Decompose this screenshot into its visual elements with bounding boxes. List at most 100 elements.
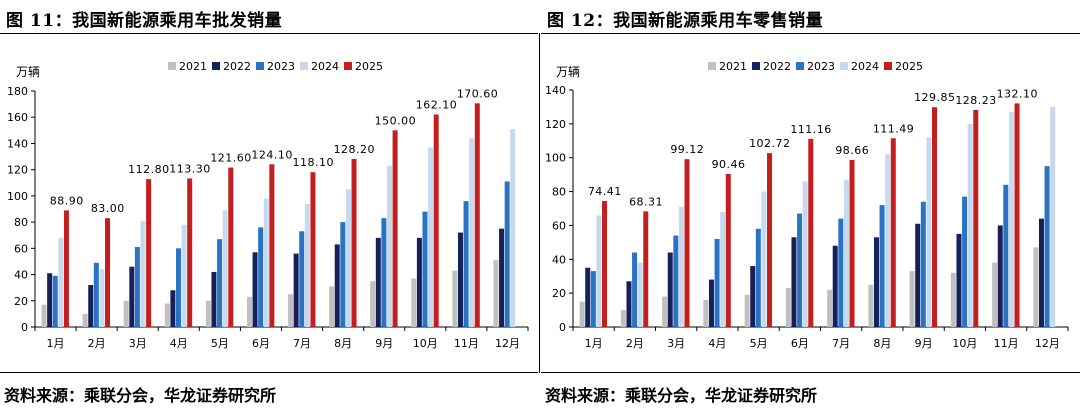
- bar-2022: [334, 244, 340, 327]
- bar-2023: [590, 271, 596, 327]
- y-tick-label: 60: [14, 242, 28, 255]
- chart-wholesale: 万辆 2021 2022 2023 2024 2025 0 20 40 60 80 100 120 140…: [7, 60, 529, 350]
- bar-2021: [620, 310, 626, 327]
- bar-2024: [720, 211, 726, 327]
- y-tick-label: 120: [7, 164, 28, 177]
- legend-swatch-2024: [300, 62, 308, 70]
- bar-2022: [211, 271, 217, 327]
- bar-2023: [962, 196, 968, 327]
- bar-2025: [767, 153, 773, 327]
- bar-2024: [58, 237, 64, 327]
- bar-2025: [808, 138, 814, 327]
- legend-swatch-2024: [840, 62, 848, 70]
- y-tick-label: 140: [545, 84, 566, 97]
- bar-2021: [992, 262, 998, 327]
- bottom-rule: [541, 372, 1080, 373]
- bar-2025: [932, 107, 938, 328]
- x-tick-label: 8月: [873, 337, 891, 350]
- bar-2023: [504, 181, 510, 327]
- legend-label-2025: 2025: [355, 60, 383, 73]
- y-tick-label: 100: [7, 190, 28, 203]
- legend-swatch-2023: [796, 62, 804, 70]
- bar-2023: [52, 275, 58, 327]
- bar-2025: [684, 159, 690, 327]
- x-tick-label: 10月: [413, 337, 438, 350]
- bar-2023: [134, 247, 140, 327]
- legend-label-2021: 2021: [719, 60, 747, 73]
- bar-2024: [926, 137, 932, 327]
- legend-label-2024: 2024: [311, 60, 339, 73]
- bar-2021: [452, 270, 458, 327]
- data-label-2025: 124.10: [251, 148, 293, 161]
- bar-2021: [370, 281, 376, 327]
- y-tick-label: 80: [14, 216, 28, 229]
- legend-swatch-2021: [708, 62, 716, 70]
- bar-2024: [1008, 112, 1014, 327]
- bar-2023: [714, 238, 720, 327]
- bar-2022: [457, 232, 463, 327]
- x-tick-label: 1月: [47, 337, 65, 350]
- bar-2024: [637, 262, 643, 327]
- bar-2021: [123, 300, 129, 327]
- bar-2022: [47, 273, 53, 327]
- bar-2024: [304, 203, 310, 327]
- bar-2024: [761, 191, 767, 327]
- y-tick-label: 180: [7, 85, 28, 98]
- bar-2024: [596, 215, 602, 327]
- bar-2022: [915, 223, 921, 327]
- chart-panel-wholesale: 图 11：我国新能源乘用车批发销量 万辆 2021 2022 2023 2024 2025…: [0, 0, 538, 413]
- bar-2022: [750, 266, 756, 327]
- x-tick-label: 5月: [211, 337, 229, 350]
- bar-2021: [744, 294, 750, 327]
- bar-2021: [411, 278, 417, 327]
- bar-2021: [827, 289, 833, 327]
- x-tick-label: 11月: [994, 337, 1019, 350]
- bar-2022: [626, 281, 632, 327]
- y-tick-label: 0: [559, 321, 566, 334]
- bar-2021: [909, 271, 915, 327]
- bar-2023: [422, 211, 428, 327]
- bar-2025: [725, 173, 731, 327]
- data-label-2025: 128.23: [955, 94, 997, 107]
- bar-2025: [433, 114, 439, 327]
- bar-2022: [88, 285, 94, 327]
- bar-2024: [678, 206, 684, 327]
- bar-2024: [510, 129, 516, 327]
- x-tick-label: 9月: [915, 337, 933, 350]
- y-tick-label: 80: [552, 186, 566, 199]
- bar-2021: [41, 304, 47, 327]
- bar-2022: [252, 252, 258, 327]
- legend-label-2023: 2023: [807, 60, 835, 73]
- bar-2025: [146, 179, 152, 327]
- legend-label-2021: 2021: [179, 60, 207, 73]
- bar-2025: [269, 164, 275, 327]
- legend-label-2024: 2024: [851, 60, 879, 73]
- x-tick-label: 4月: [170, 337, 188, 350]
- bar-2025: [602, 201, 608, 327]
- bar-2023: [175, 248, 181, 327]
- y-axis-unit-label: 万辆: [556, 65, 580, 79]
- y-axis-unit-label: 万辆: [16, 65, 40, 79]
- bar-2023: [879, 205, 885, 327]
- bar-2021: [493, 260, 499, 327]
- y-tick-label: 20: [14, 295, 28, 308]
- data-label-2025: 170.60: [457, 87, 499, 100]
- data-label-2025: 83.00: [91, 202, 125, 215]
- bar-2021: [703, 299, 709, 327]
- legend-swatch-2022: [752, 62, 760, 70]
- chart-title: 图 12：我国新能源乘用车零售销量: [547, 11, 824, 31]
- bar-2024: [428, 147, 434, 327]
- bar-2021: [329, 286, 335, 327]
- bar-2021: [868, 284, 874, 327]
- bar-2022: [499, 228, 505, 327]
- top-rule: [0, 33, 538, 34]
- bar-2023: [838, 218, 844, 327]
- x-tick-label: 8月: [334, 337, 352, 350]
- legend-label-2023: 2023: [267, 60, 295, 73]
- chart-panel-retail: 图 12：我国新能源乘用车零售销量 万辆 2021 2022 2023 2024 2025…: [541, 0, 1080, 413]
- bar-2024: [222, 210, 228, 327]
- legend-swatch-2021: [168, 62, 176, 70]
- bar-2024: [99, 269, 105, 327]
- bar-2024: [181, 224, 187, 327]
- bar-2022: [667, 252, 673, 327]
